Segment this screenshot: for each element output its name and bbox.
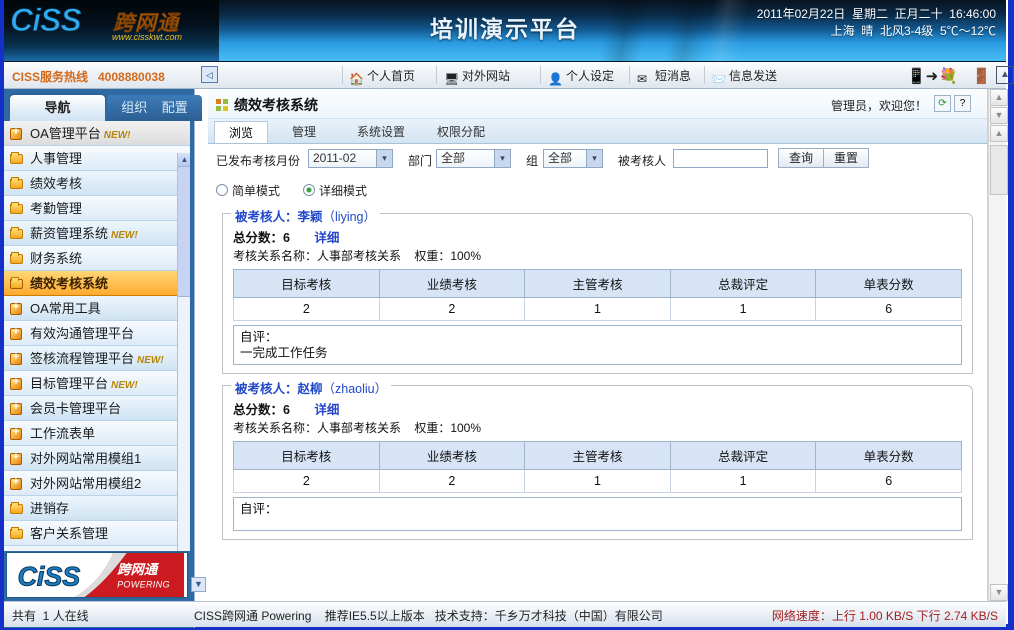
svg-text:跨网通: 跨网通 [117, 562, 160, 577]
svg-text:POWERING: POWERING [117, 579, 170, 589]
svg-text:CiSS: CiSS [18, 562, 81, 592]
